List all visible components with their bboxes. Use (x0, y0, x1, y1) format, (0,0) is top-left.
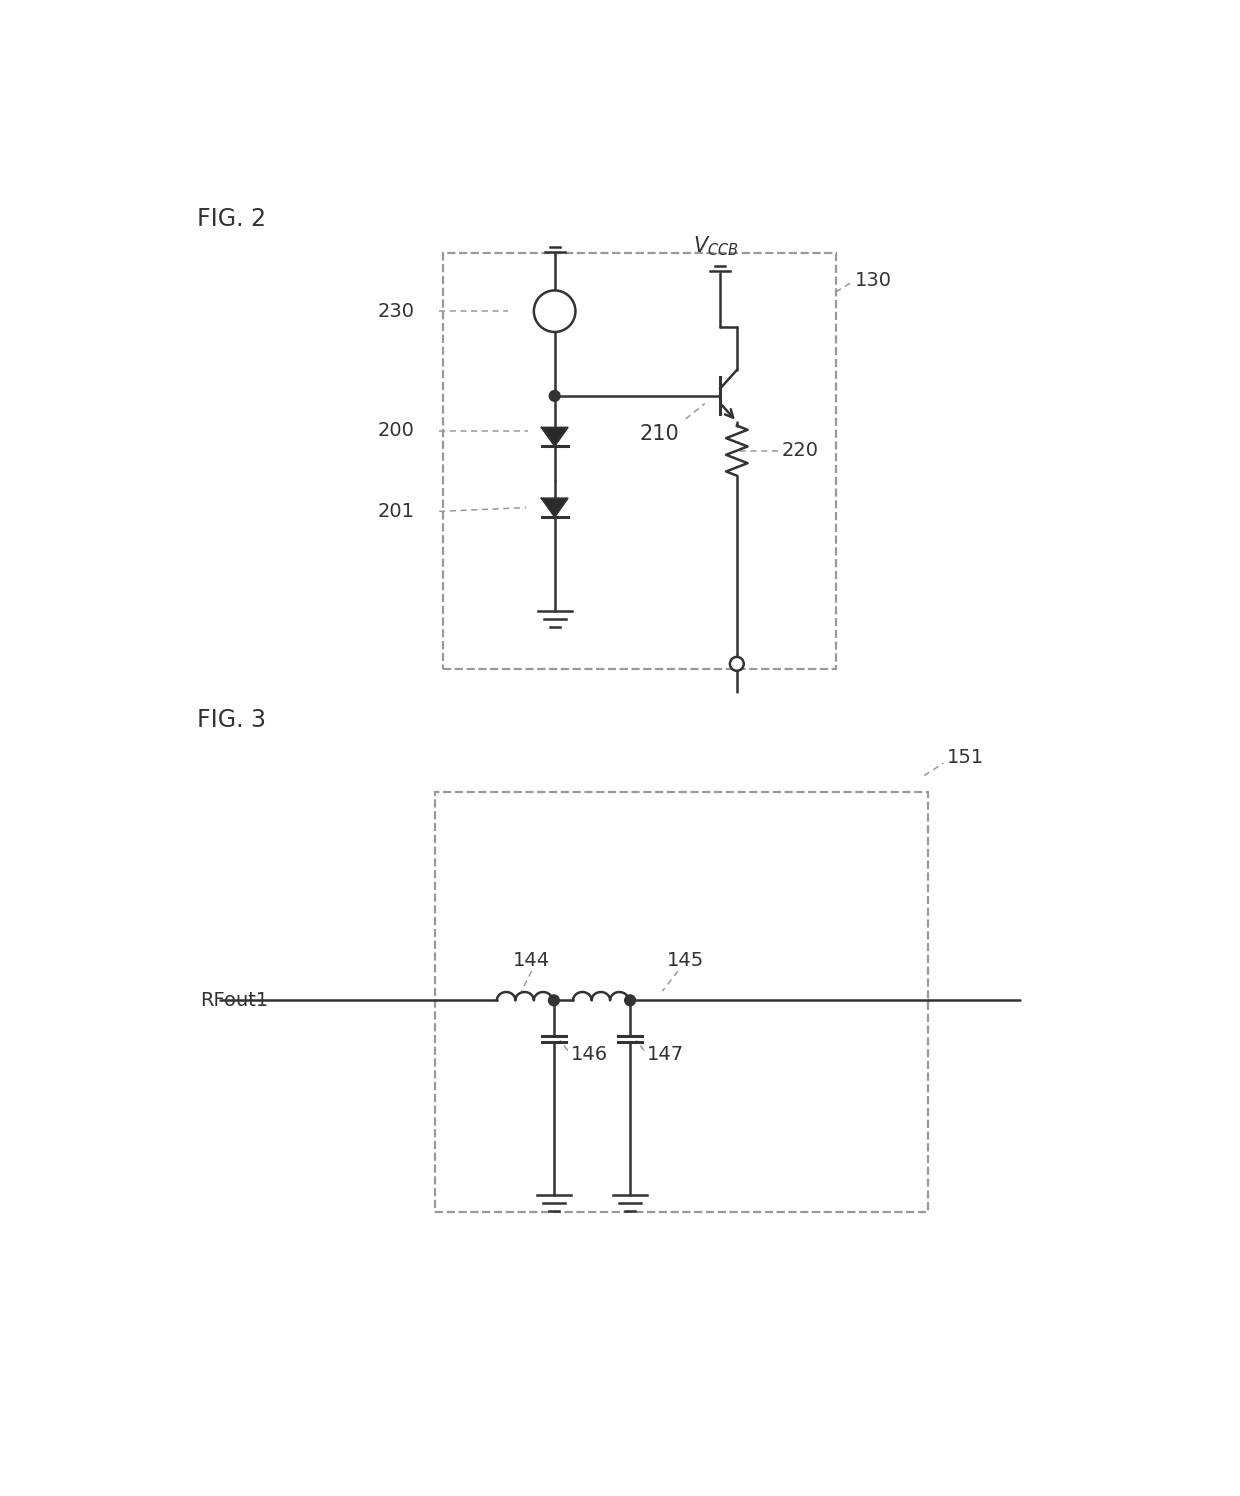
Text: RFout1: RFout1 (201, 990, 269, 1010)
FancyBboxPatch shape (443, 253, 836, 669)
Text: $V_{CCB}$: $V_{CCB}$ (693, 233, 739, 257)
Circle shape (534, 290, 575, 332)
Circle shape (730, 657, 744, 670)
Text: 145: 145 (667, 951, 704, 969)
Circle shape (548, 995, 559, 1005)
Text: 220: 220 (781, 441, 818, 461)
Text: 201: 201 (377, 501, 414, 521)
FancyBboxPatch shape (435, 793, 928, 1212)
Text: FIG. 3: FIG. 3 (197, 708, 265, 732)
Text: 147: 147 (647, 1044, 684, 1064)
Text: 144: 144 (513, 951, 551, 969)
Text: 210: 210 (640, 425, 680, 444)
Circle shape (549, 390, 560, 401)
Circle shape (625, 995, 635, 1005)
Text: 230: 230 (377, 302, 414, 320)
Text: 146: 146 (570, 1044, 608, 1064)
Text: 200: 200 (377, 420, 414, 440)
Text: FIG. 2: FIG. 2 (197, 208, 265, 232)
Polygon shape (542, 428, 568, 446)
Polygon shape (542, 498, 568, 516)
Text: 130: 130 (854, 271, 892, 290)
Text: 151: 151 (947, 748, 985, 767)
